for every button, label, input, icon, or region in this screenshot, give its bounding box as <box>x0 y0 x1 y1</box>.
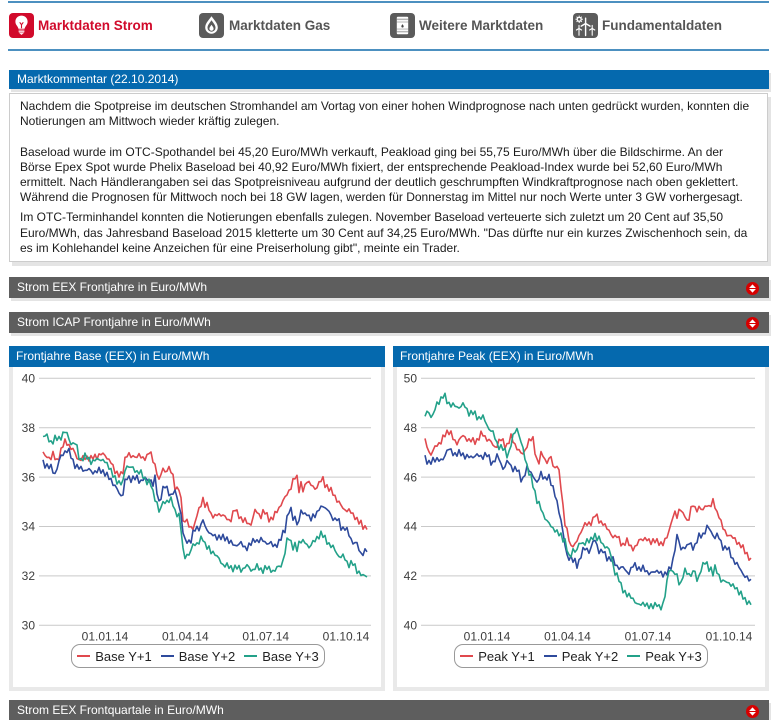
svg-text:01.04.14: 01.04.14 <box>544 629 591 643</box>
svg-text:30: 30 <box>22 618 36 632</box>
svg-text:50: 50 <box>404 371 418 385</box>
svg-text:40: 40 <box>404 618 418 632</box>
svg-text:40: 40 <box>22 371 36 385</box>
svg-text:01.01.14: 01.01.14 <box>82 629 129 643</box>
svg-text:01.01.14: 01.01.14 <box>464 629 511 643</box>
svg-text:01.07.14: 01.07.14 <box>242 629 289 643</box>
svg-text:42: 42 <box>404 569 418 583</box>
svg-text:36: 36 <box>22 470 36 484</box>
svg-text:01.10.14: 01.10.14 <box>323 629 370 643</box>
svg-text:32: 32 <box>22 569 36 583</box>
svg-text:46: 46 <box>404 470 418 484</box>
svg-text:01.04.14: 01.04.14 <box>162 629 209 643</box>
svg-text:34: 34 <box>22 519 36 533</box>
svg-text:01.10.14: 01.10.14 <box>706 629 753 643</box>
svg-text:48: 48 <box>404 420 418 434</box>
svg-text:01.07.14: 01.07.14 <box>625 629 672 643</box>
svg-text:38: 38 <box>22 420 36 434</box>
svg-text:44: 44 <box>404 519 418 533</box>
